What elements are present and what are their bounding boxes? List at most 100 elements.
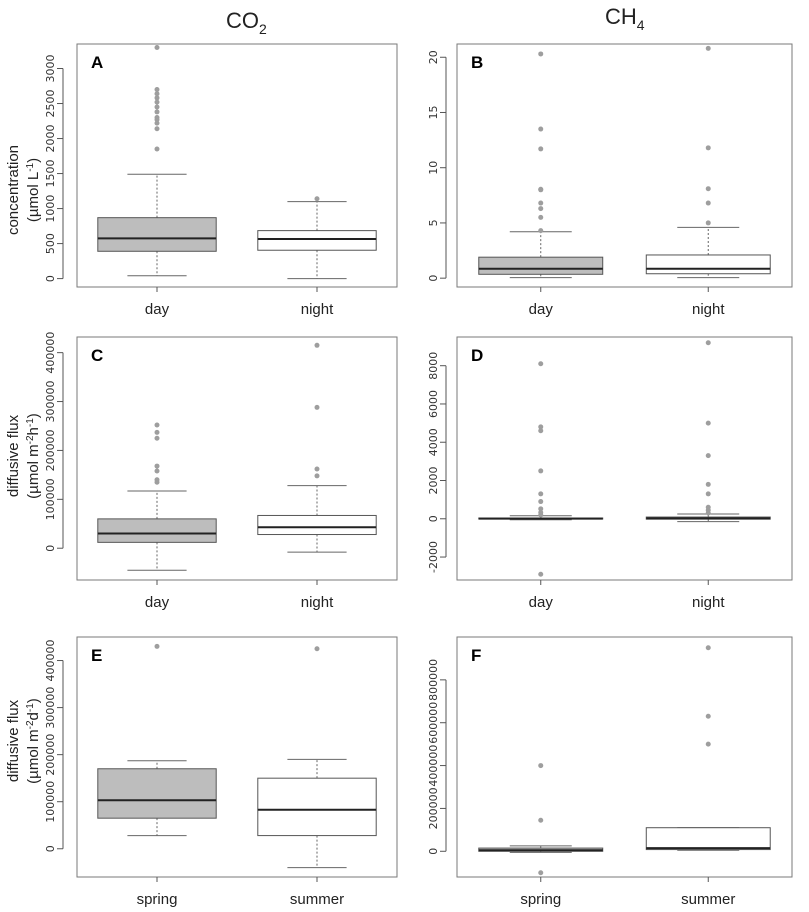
x-category-label: day	[145, 594, 170, 611]
box-day	[97, 422, 217, 571]
outlier-point	[705, 645, 711, 651]
plot-frame	[456, 43, 793, 288]
ylabel-row3-line1: diffusive flux	[5, 699, 22, 782]
x-category-label: day	[529, 301, 554, 318]
y-tick-label: 100000	[44, 478, 57, 520]
outlier-point	[538, 499, 544, 505]
y-tick-label: -2000	[427, 541, 440, 573]
outlier-point	[538, 506, 544, 512]
outlier-point	[154, 463, 160, 469]
ylabel-row2-line1: diffusive flux	[5, 414, 22, 497]
panel-letter: F	[471, 646, 481, 665]
x-category-label: day	[145, 301, 170, 318]
outlier-point	[538, 468, 544, 474]
box-iqr	[257, 777, 377, 837]
box-iqr	[97, 768, 217, 819]
box-day	[478, 361, 604, 577]
y-tick-label: 100000	[44, 781, 57, 823]
box-iqr	[97, 518, 217, 543]
outlier-point	[154, 429, 160, 435]
y-tick-label: 300000	[44, 687, 57, 729]
outlier-point	[705, 504, 711, 510]
outlier-point	[705, 453, 711, 459]
panel-letter: C	[91, 346, 103, 365]
y-tick-label: 0	[427, 515, 440, 522]
box-iqr	[97, 217, 217, 252]
outlier-point	[154, 468, 160, 474]
outlier-point	[538, 491, 544, 497]
outlier-point	[154, 477, 160, 483]
y-tick-label: 400000	[44, 332, 57, 374]
outlier-point	[314, 473, 320, 479]
x-category-label: summer	[681, 891, 735, 908]
ylabel-row2-line2: (µmol m-2h-1)	[25, 413, 42, 499]
column-title-co2: CO2	[226, 8, 267, 37]
y-tick-label: 0	[44, 545, 57, 552]
outlier-point	[314, 196, 320, 202]
outlier-point	[154, 643, 160, 649]
y-tick-label: 8000	[427, 352, 440, 380]
y-tick-label: 20	[427, 50, 440, 64]
outlier-point	[538, 200, 544, 206]
plot-frame	[76, 43, 398, 288]
outlier-point	[314, 342, 320, 348]
outlier-point	[705, 220, 711, 226]
outlier-point	[705, 186, 711, 192]
box-night	[645, 340, 771, 523]
y-tick-label: 400000	[44, 640, 57, 682]
box-day	[97, 45, 217, 277]
y-tick-label: 2500	[44, 90, 57, 118]
outlier-point	[154, 422, 160, 428]
y-tick-label: 600000	[427, 702, 440, 744]
outlier-point	[538, 361, 544, 367]
box-iqr	[257, 230, 377, 251]
outlier-point	[705, 200, 711, 206]
outlier-point	[538, 186, 544, 192]
panel-letter: A	[91, 53, 103, 72]
panel-c: C 0 100000 200000 300000 400000 day night	[44, 332, 398, 611]
y-tick-label: 200000	[44, 429, 57, 471]
ylabel-row1-line2: (µmol L-1)	[25, 158, 42, 222]
outlier-point	[705, 340, 711, 346]
outlier-point	[314, 466, 320, 472]
plot-frame	[456, 336, 793, 581]
outlier-point	[538, 571, 544, 577]
y-tick-label: 400000	[427, 745, 440, 787]
outlier-point	[705, 481, 711, 487]
panel-letter: B	[471, 53, 483, 72]
outlier-point	[154, 87, 160, 93]
panel-letter: E	[91, 646, 102, 665]
outlier-point	[538, 126, 544, 132]
box-iqr	[478, 256, 604, 275]
ylabel-row1-line1: concentration	[5, 145, 22, 235]
outlier-point	[154, 104, 160, 110]
box-night	[645, 45, 771, 279]
y-tick-label: 800000	[427, 659, 440, 701]
y-tick-label: 10	[427, 161, 440, 175]
outlier-point	[154, 126, 160, 132]
x-category-label: spring	[137, 891, 178, 908]
y-tick-label: 0	[427, 848, 440, 855]
plot-frame	[76, 636, 398, 878]
box-spring	[97, 643, 217, 837]
y-tick-label: 0	[44, 275, 57, 282]
x-category-label: night	[301, 301, 334, 318]
y-tick-label: 2000	[44, 125, 57, 153]
outlier-point	[154, 435, 160, 441]
outlier-point	[154, 146, 160, 152]
outlier-point	[154, 95, 160, 101]
x-category-label: night	[692, 594, 725, 611]
y-tick-label: 6000	[427, 390, 440, 418]
y-tick-label: 5	[427, 219, 440, 226]
outlier-point	[538, 817, 544, 823]
x-category-label: summer	[290, 891, 344, 908]
box-iqr	[257, 514, 377, 536]
ylabel-row3-line2: (µmol m-2d-1)	[25, 698, 42, 784]
outlier-point	[538, 146, 544, 152]
plot-frame	[76, 336, 398, 581]
outlier-point	[705, 145, 711, 151]
outlier-point	[154, 45, 160, 51]
outlier-point	[538, 214, 544, 220]
